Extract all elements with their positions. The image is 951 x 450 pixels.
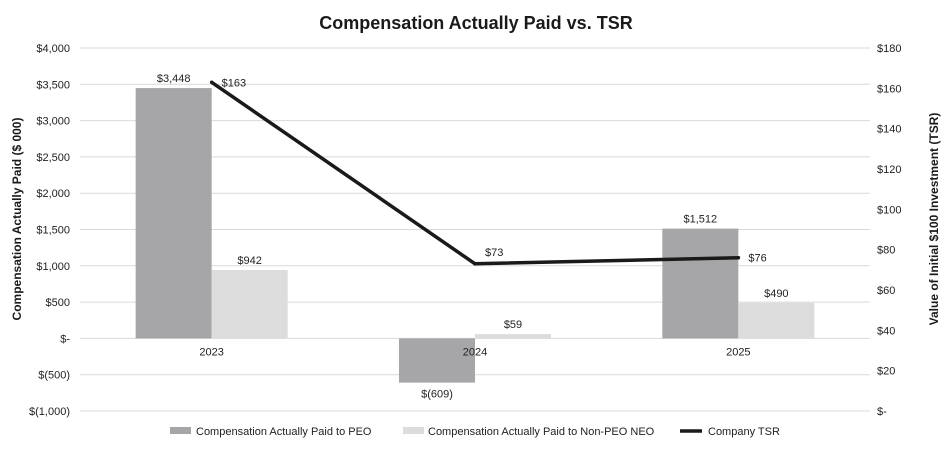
category-labels: 2023 2024 2025: [199, 346, 750, 358]
right-tick-label: $160: [877, 83, 901, 95]
right-axis-title: Value of Initial $100 Investment (TSR): [927, 113, 941, 326]
peo-bar: [662, 228, 739, 339]
peo-data-label: $1,512: [684, 214, 718, 226]
left-tick-label: $4,000: [36, 43, 70, 55]
legend-non-peo-swatch: [403, 427, 424, 434]
legend-tsr-label: Company TSR: [708, 426, 780, 438]
legend: Compensation Actually Paid to PEO Compens…: [170, 426, 780, 438]
non-peo-data-label: $942: [237, 255, 261, 267]
legend-non-peo-label: Compensation Actually Paid to Non-PEO NE…: [428, 426, 655, 438]
left-tick-label: $-: [60, 333, 70, 345]
peo-bar: [135, 88, 212, 339]
right-tick-label: $20: [877, 366, 895, 378]
peo-data-label: $(609): [421, 389, 453, 401]
non-peo-bar: [738, 302, 815, 339]
left-tick-label: $1,500: [36, 225, 70, 237]
legend-peo-swatch: [170, 427, 191, 434]
left-tick-label: $1,000: [36, 261, 70, 273]
tsr-data-label: $76: [748, 253, 766, 265]
left-tick-label: $(500): [38, 370, 70, 382]
right-tick-label: $100: [877, 204, 901, 216]
non-peo-data-label: $59: [504, 319, 522, 331]
left-tick-label: $3,500: [36, 79, 70, 91]
peo-data-label: $3,448: [157, 73, 191, 85]
non-peo-bar: [475, 334, 551, 339]
left-tick-label: $500: [46, 297, 70, 309]
right-tick-label: $-: [877, 406, 887, 418]
left-axis-title: Compensation Actually Paid ($ 000): [10, 118, 24, 321]
chart-title: Compensation Actually Paid vs. TSR: [319, 13, 632, 33]
tsr-point: [209, 80, 214, 85]
tsr-data-label: $163: [222, 77, 246, 89]
category-label: 2023: [199, 346, 223, 358]
non-peo-data-label: $490: [764, 288, 788, 300]
right-tick-label: $140: [877, 124, 901, 136]
tsr-point: [736, 255, 741, 260]
right-tick-label: $80: [877, 245, 895, 257]
tsr-line-group: [209, 80, 741, 266]
data-labels: $3,448 $(609) $1,512 $942 $59 $490 $163 $73 $76: [157, 73, 789, 401]
right-axis-ticks: $- $20 $40 $60 $80 $100 $120 $140 $160 $180: [877, 43, 901, 418]
peo-bar: [399, 338, 475, 383]
left-tick-label: $3,000: [36, 116, 70, 128]
category-label: 2025: [726, 346, 750, 358]
legend-peo-label: Compensation Actually Paid to PEO: [196, 426, 372, 438]
left-tick-label: $2,500: [36, 152, 70, 164]
right-tick-label: $60: [877, 285, 895, 297]
tsr-line: [210, 80, 739, 266]
tsr-data-label: $73: [485, 247, 503, 259]
left-axis-ticks: $(1,000) $(500) $- $500 $1,000 $1,500 $2,000 $2…: [29, 43, 70, 418]
category-label: 2024: [463, 346, 487, 358]
right-tick-label: $180: [877, 43, 901, 55]
left-tick-label: $(1,000): [29, 406, 70, 418]
right-tick-label: $40: [877, 325, 895, 337]
right-tick-label: $120: [877, 164, 901, 176]
non-peo-bar: [211, 270, 288, 339]
tsr-point: [473, 261, 477, 266]
bars: [135, 88, 815, 383]
left-tick-label: $2,000: [36, 188, 70, 200]
